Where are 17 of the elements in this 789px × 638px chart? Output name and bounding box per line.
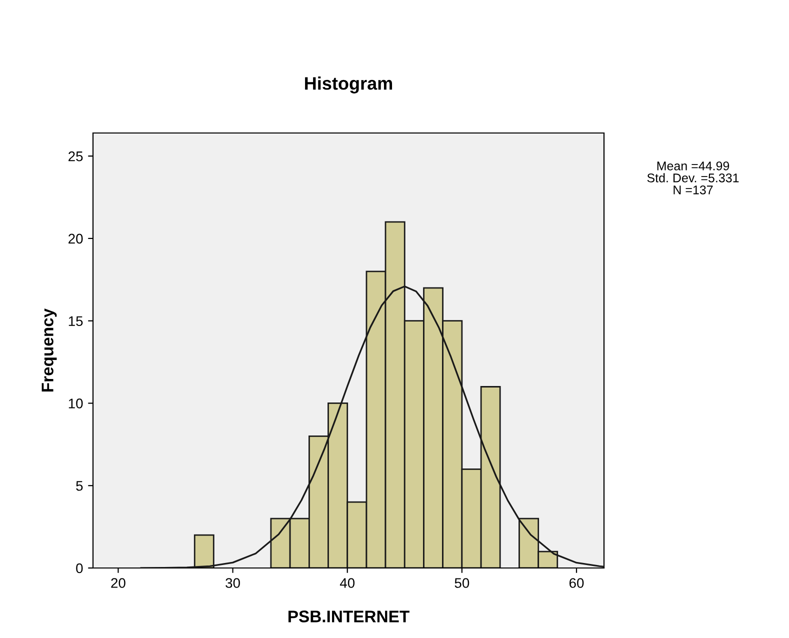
x-tick-label: 50: [454, 578, 470, 588]
y-tick-label: 20: [68, 234, 83, 244]
text: Std. Dev. =5.331: [647, 173, 739, 182]
text: N =137: [674, 186, 713, 194]
y-tick-label: 5: [76, 481, 83, 491]
y-axis-title: Frequency: [42, 308, 57, 392]
y-tick-label: 0: [76, 563, 83, 574]
x-tick-label: 40: [340, 578, 355, 588]
y-tick-label: 25: [68, 151, 83, 162]
x-tick-label: 60: [569, 578, 584, 588]
y-tick-label: 15: [68, 316, 83, 326]
text: Mean =44.99: [657, 162, 730, 170]
x-tick-label: 20: [111, 578, 126, 588]
chart-title: Histogram: [305, 76, 392, 94]
x-tick-label: 30: [226, 578, 240, 588]
x-axis-title: PSB.INTERNET: [288, 610, 410, 622]
y-tick-label: 10: [68, 398, 83, 408]
